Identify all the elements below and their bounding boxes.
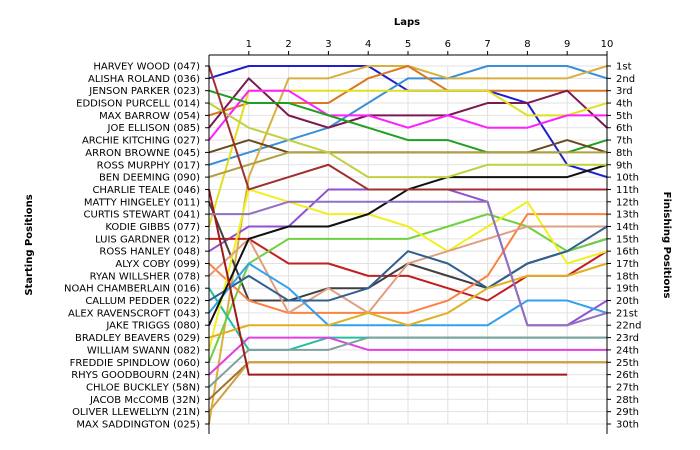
driver-series-line	[208, 225, 608, 302]
driver-series-line	[208, 65, 607, 191]
finishing-position-label: 12th	[616, 197, 639, 208]
starting-position-label: ALYX COBY (099)	[115, 259, 200, 270]
finishing-position-label: 15th	[616, 234, 639, 245]
driver-series-line	[208, 89, 607, 141]
driver-series-line	[208, 102, 607, 179]
lap-tick-label: 4	[365, 39, 371, 50]
starting-position-label: CHLOE BUCKLEY (58N)	[86, 382, 200, 393]
lap-tick-label: 3	[325, 39, 331, 50]
lap-tick-label: 5	[405, 39, 411, 50]
starting-position-label: KODIE GIBBS (077)	[105, 222, 200, 233]
finishing-position-label: 24th	[616, 345, 639, 356]
starting-position-label: HARVEY WOOD (047)	[93, 62, 200, 73]
finishing-position-label: 5th	[616, 111, 633, 122]
starting-position-label: CURTIS STEWART (041)	[84, 210, 201, 221]
finishing-position-label: 11th	[616, 185, 639, 196]
starting-position-label: ALEX RAVENSCROFT (043)	[68, 308, 200, 319]
finishing-position-label: 8th	[616, 148, 633, 159]
finishing-position-label: 14th	[616, 222, 639, 233]
lap-tick-label: 2	[285, 39, 291, 50]
driver-series-line	[208, 213, 608, 363]
starting-position-label: ALISHA ROLAND (036)	[88, 74, 200, 85]
starting-position-label: BRADLEY BEAVERS (029)	[75, 333, 200, 344]
starting-position-label: NOAH CHAMBERLAIN (016)	[64, 284, 200, 295]
starting-position-label: MATTY HINGELEY (011)	[84, 197, 200, 208]
driver-series-line	[208, 189, 568, 376]
driver-series-line	[209, 200, 608, 327]
finishing-position-label: 4th	[616, 99, 633, 110]
starting-position-label: RHYS GOODBOURN (24N)	[71, 370, 200, 381]
finishing-position-label: 26th	[616, 370, 639, 381]
starting-position-label: ROSS HANLEY (048)	[99, 247, 200, 258]
lap-tick-label: 1	[246, 39, 252, 50]
lap-tick-label: 8	[524, 39, 530, 50]
starting-position-label: OLIVER LLEWELLYN (21N)	[72, 407, 200, 418]
driver-series-line	[208, 213, 607, 314]
series-lines	[208, 65, 608, 425]
driver-series-line	[208, 65, 608, 166]
finishing-position-label: 23rd	[616, 333, 639, 344]
right-axis-title: Finishing Positions	[661, 192, 672, 299]
finishing-position-label: 9th	[616, 160, 633, 171]
driver-series-line	[208, 188, 608, 351]
finishing-position-label: 2nd	[616, 74, 635, 85]
finishing-position-label: 19th	[616, 284, 639, 295]
axes	[205, 51, 611, 434]
finishing-position-label: 27th	[616, 382, 639, 393]
starting-position-label: JACOB McCOMB (32N)	[89, 395, 200, 406]
starting-position-label: JENSON PARKER (023)	[88, 86, 200, 97]
finishing-position-label: 7th	[616, 136, 633, 147]
starting-position-label: LUIS GARDNER (012)	[95, 234, 200, 245]
finishing-position-label: 10th	[616, 173, 639, 184]
starting-position-label: JOE ELLISON (085)	[107, 123, 201, 134]
driver-series-line	[208, 262, 608, 339]
finishing-position-label: 30th	[616, 420, 639, 431]
starting-position-label: ARRON BROWNE (045)	[85, 148, 200, 159]
left-axis-title: Starting Positions	[24, 194, 35, 295]
starting-position-label: CALLUM PEDDER (022)	[85, 296, 200, 307]
starting-position-label: CHARLIE TEALE (046)	[92, 185, 200, 196]
x-axis-title: Laps	[394, 17, 420, 28]
finishing-position-label: 1st	[616, 62, 632, 73]
lap-tick-label: 10	[601, 39, 614, 50]
lap-tick-label: 9	[564, 39, 570, 50]
finishing-position-label: 22nd	[616, 321, 641, 332]
starting-position-label: BEN DEEMING (090)	[99, 173, 200, 184]
starting-position-label: MAX BARROW (054)	[99, 111, 200, 122]
finishing-position-label: 18th	[616, 271, 639, 282]
lap-tick-label: 6	[445, 39, 451, 50]
starting-position-label: JAKE TRIGGS (080)	[105, 321, 200, 332]
starting-position-label: MAX SADDINGTON (025)	[76, 420, 200, 431]
starting-position-label: EDDISON PURCELL (014)	[76, 99, 200, 110]
grid	[209, 65, 608, 425]
starting-position-label: ARCHIE KITCHING (027)	[82, 136, 200, 147]
starting-position-label: RYAN WILLSHER (078)	[90, 271, 200, 282]
finishing-position-label: 20th	[616, 296, 639, 307]
starting-position-label: ROSS MURPHY (017)	[97, 160, 200, 171]
finishing-position-label: 16th	[616, 247, 639, 258]
driver-series-line	[208, 361, 607, 413]
finishing-position-label: 13th	[616, 210, 639, 221]
finishing-position-label: 28th	[616, 395, 639, 406]
finishing-position-label: 3rd	[616, 86, 633, 97]
driver-series-line	[208, 336, 607, 376]
driver-series-line	[208, 225, 607, 314]
starting-position-label: FREDDIE SPINDLOW (060)	[70, 358, 201, 369]
driver-series-line	[208, 336, 607, 388]
finishing-position-label: 17th	[616, 259, 639, 270]
finishing-position-label: 6th	[616, 123, 633, 134]
finishing-position-label: 21st	[616, 308, 638, 319]
finishing-position-label: 25th	[616, 358, 639, 369]
lap-tick-label: 7	[484, 39, 490, 50]
driver-series-line	[208, 151, 607, 179]
finishing-position-label: 29th	[616, 407, 639, 418]
starting-position-label: WILLIAM SWANN (082)	[87, 345, 200, 356]
labels: Laps Starting Positions Finishing Positi…	[24, 17, 672, 431]
